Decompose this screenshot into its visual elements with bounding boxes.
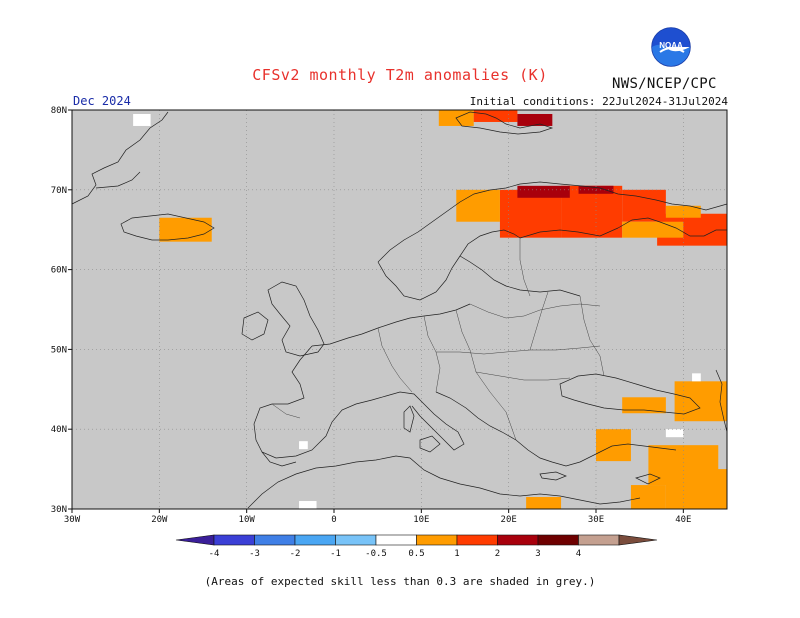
lat-tick-label: 50N	[51, 345, 67, 355]
colorbar-segment	[578, 534, 620, 546]
colorbar-segment	[375, 534, 417, 546]
colorbar-arrow-high	[618, 534, 658, 546]
lon-tick-label: 10E	[413, 515, 429, 525]
colorbar-arrow-low	[175, 534, 215, 546]
initial-conditions: Initial conditions: 22Jul2024-31Jul2024	[469, 95, 728, 108]
anomaly-cell	[596, 429, 631, 462]
chart-title: CFSv2 monthly T2m anomalies (K)	[252, 66, 548, 84]
anomaly-cells	[133, 110, 727, 509]
colorbar-segment	[213, 534, 255, 546]
anomaly-cell-neutral	[133, 113, 151, 126]
anomaly-cell	[561, 185, 623, 238]
lat-tick-label: 60N	[51, 266, 67, 276]
skill-footnote: (Areas of expected skill less than 0.3 a…	[204, 575, 596, 588]
anomaly-cell	[526, 497, 562, 509]
coastlines	[71, 111, 728, 509]
colorbar-segment	[537, 534, 579, 546]
map-border	[71, 109, 728, 510]
anomaly-cell	[622, 397, 666, 414]
gridlines	[72, 110, 727, 509]
colorbar-label: 0.5	[408, 549, 424, 559]
colorbar-segment	[497, 534, 539, 546]
colorbar-segment	[254, 534, 296, 546]
colorbar-segment	[416, 534, 458, 546]
anomaly-cell-neutral	[299, 501, 317, 509]
lon-tick-label: 40E	[675, 515, 691, 525]
colorbar-segment	[456, 534, 498, 546]
country-borders	[271, 238, 605, 441]
lon-tick-label: 30W	[64, 515, 81, 525]
noaa-logo-icon: NOAA	[651, 27, 691, 67]
colorbar-label: 2	[495, 549, 500, 559]
lon-tick-label: 0	[331, 515, 336, 525]
logo-text: NOAA	[659, 41, 683, 50]
lon-tick-label: 20E	[501, 515, 517, 525]
anomaly-cell	[665, 469, 727, 509]
anomaly-cell-neutral	[692, 373, 701, 382]
anomaly-cell	[622, 221, 684, 238]
colorbar-segment	[294, 534, 336, 546]
colorbar-label: -3	[249, 549, 260, 559]
colorbar-label: -0.5	[365, 549, 387, 559]
colorbar-label: 4	[576, 549, 581, 559]
colorbar-label: -1	[330, 549, 341, 559]
lon-tick-label: 10W	[239, 515, 256, 525]
anomaly-cell	[674, 381, 727, 422]
anomaly-cell	[456, 189, 500, 222]
anomaly-cell-neutral	[665, 429, 684, 438]
anomaly-cell	[665, 205, 701, 218]
colorbar-label: 3	[535, 549, 540, 559]
anomaly-cell	[517, 185, 570, 198]
colorbar: -4 -3 -2 -1 -0.5 0.5 1 2 3 4	[175, 534, 658, 559]
valid-month: Dec 2024	[73, 94, 131, 108]
lon-tick-label: 20W	[151, 515, 168, 525]
anomaly-cell-neutral	[299, 441, 308, 450]
anomaly-cell	[517, 113, 553, 126]
colorbar-label: -2	[290, 549, 301, 559]
colorbar-label: 1	[454, 549, 459, 559]
colorbar-label: -4	[209, 549, 220, 559]
anomaly-cell	[473, 110, 518, 122]
lat-tick-label: 40N	[51, 425, 67, 435]
colorbar-segment	[335, 534, 377, 546]
agency-label: NWS/NCEP/CPC	[612, 76, 717, 92]
lat-tick-label: 70N	[51, 186, 67, 196]
lat-tick-label: 30N	[51, 505, 67, 515]
lon-tick-label: 30E	[588, 515, 604, 525]
anomaly-cell	[630, 485, 666, 509]
lat-tick-label: 80N	[51, 106, 67, 116]
